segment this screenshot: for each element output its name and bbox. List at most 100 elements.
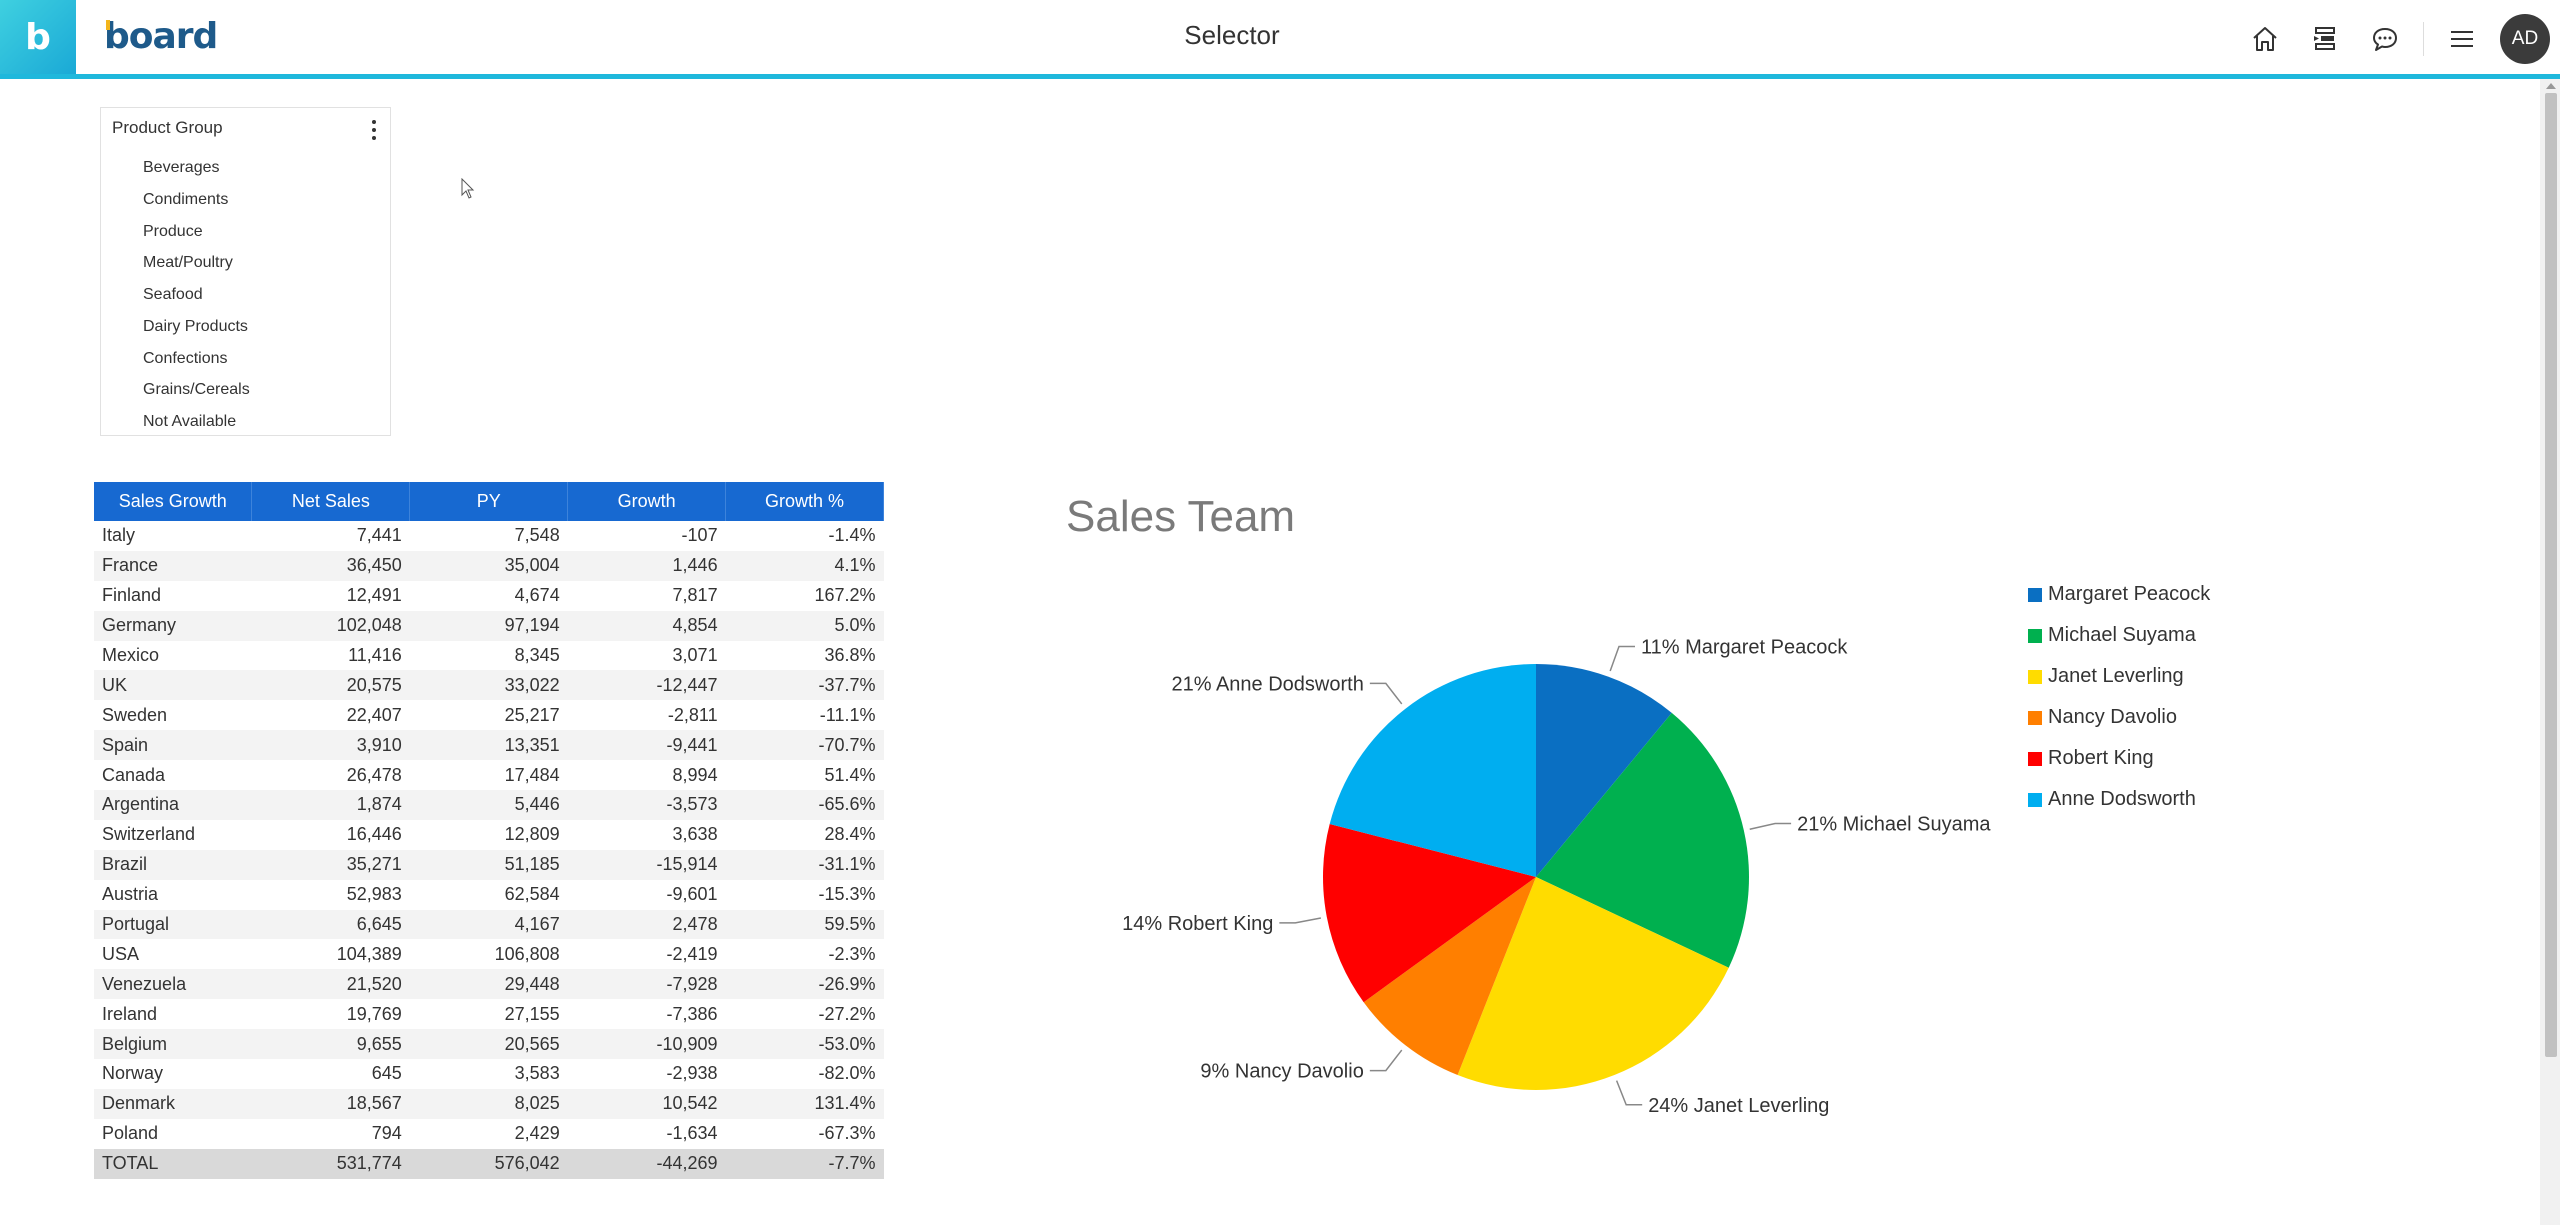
row-label-cell: Brazil: [94, 849, 252, 880]
value-cell: -1,634: [666, 1123, 718, 1144]
selector-item[interactable]: Not Available: [143, 413, 237, 430]
product-group-selector: Product Group Beverages Condiments Produce…: [100, 107, 391, 436]
row-label-cell: Argentina: [94, 790, 252, 820]
legend-item[interactable]: Nancy Davolio: [2028, 697, 2210, 738]
value-cell: 104,389: [336, 943, 402, 964]
legend-label: Robert King: [2048, 747, 2154, 769]
selector-item[interactable]: Beverages: [143, 159, 220, 176]
value-cell: 3,910: [251, 730, 410, 761]
value-cell: -9,441: [567, 730, 726, 761]
value-cell: 35,004: [409, 550, 568, 581]
pie-slice[interactable]: [1457, 877, 1729, 1090]
pie-slice[interactable]: [1536, 712, 1749, 968]
slice-label: 24% Janet Leverling: [1648, 1095, 1829, 1117]
table-row: Denmark 18,567 8,025 10,542 131.4%: [94, 1088, 884, 1119]
column-header[interactable]: Growth: [567, 482, 727, 521]
value-cell: 794: [371, 1123, 402, 1144]
value-cell: 28.4%: [824, 824, 876, 845]
comments-button[interactable]: [2355, 14, 2415, 64]
value-cell: -7,386: [666, 1003, 718, 1024]
value-cell: 3,638: [672, 824, 718, 845]
value-cell: 2,478: [567, 909, 726, 940]
value-cell: 10,542: [567, 1088, 726, 1119]
layout-button[interactable]: [2295, 14, 2355, 64]
value-cell: 5.0%: [725, 610, 884, 641]
pie-slice[interactable]: [1323, 824, 1536, 1003]
value-cell: -37.7%: [725, 670, 884, 701]
value-cell: 35,271: [251, 849, 410, 880]
value-cell: -107: [681, 525, 718, 546]
value-cell: -82.0%: [818, 1063, 876, 1084]
selector-item[interactable]: Condiments: [143, 190, 229, 208]
table-row: Norway 645 3,583 -2,938 -82.0%: [94, 1059, 884, 1089]
table-row: Switzerland 16,446 12,809 3,638 28.4%: [94, 820, 884, 850]
value-cell: 1,874: [251, 790, 410, 820]
value-cell: -2.3%: [828, 943, 876, 964]
legend-item[interactable]: Anne Dodsworth: [2028, 779, 2210, 820]
selector-item[interactable]: Dairy Products: [143, 317, 248, 335]
value-cell: 21,520: [251, 969, 410, 1000]
chat-icon: [2373, 28, 2397, 51]
selector-item[interactable]: Meat/Poultry: [143, 254, 233, 272]
value-cell: 97,194: [409, 610, 568, 641]
table-row: UK 20,575 33,022 -12,447 -37.7%: [94, 670, 884, 701]
selector-item[interactable]: Seafood: [143, 286, 203, 303]
value-cell: 4.1%: [725, 550, 884, 581]
pie-slice[interactable]: [1329, 664, 1536, 877]
legend-item[interactable]: Margaret Peacock: [2028, 574, 2210, 615]
value-cell: 33,022: [409, 670, 568, 701]
row-label-cell: Italy: [102, 525, 136, 546]
selector-item[interactable]: Grains/Cereals: [143, 381, 250, 399]
value-cell: 26,478: [346, 764, 402, 785]
legend-item[interactable]: Michael Suyama: [2028, 615, 2210, 656]
slice-leader-line: [1615, 1080, 1643, 1106]
value-cell: -11.1%: [819, 704, 876, 725]
value-cell: -26.9%: [725, 969, 884, 1000]
value-cell: 20,575: [251, 670, 410, 701]
value-cell: 12,809: [504, 824, 560, 845]
main-menu-button[interactable]: [2432, 14, 2492, 64]
row-label-cell: Germany: [94, 610, 252, 641]
layout-icon: [2314, 27, 2335, 50]
legend-label: Nancy Davolio: [2048, 706, 2177, 728]
table-row: France 36,450 35,004 1,446 4.1%: [94, 550, 884, 581]
value-cell: -12,447: [567, 670, 726, 701]
selector-item[interactable]: Confections: [143, 349, 228, 367]
row-label-cell: France: [94, 550, 252, 581]
legend-item[interactable]: Robert King: [2028, 738, 2210, 779]
value-cell: -15,914: [567, 849, 726, 880]
row-label-cell: Spain: [94, 730, 252, 761]
pie-slice[interactable]: [1536, 664, 1672, 877]
legend-label: Anne Dodsworth: [2048, 788, 2196, 810]
column-header[interactable]: Net Sales: [251, 482, 411, 521]
brand-logo[interactable]: board: [104, 16, 218, 60]
user-avatar[interactable]: AD: [2500, 14, 2550, 64]
pie-slice[interactable]: [1363, 877, 1536, 1076]
legend-label: Michael Suyama: [2048, 624, 2196, 646]
page-scrollbar[interactable]: [2540, 79, 2560, 1225]
row-label-cell: Finland: [102, 585, 162, 606]
legend-item[interactable]: Janet Leverling: [2028, 656, 2210, 697]
slice-label: 14% Robert King: [1122, 913, 1273, 935]
home-button[interactable]: [2235, 14, 2295, 64]
page-title: Selector: [1184, 20, 1280, 50]
header-divider: [2423, 22, 2424, 56]
row-label-cell: Canada: [102, 764, 166, 785]
column-header[interactable]: PY: [409, 482, 569, 521]
selector-item[interactable]: Produce: [143, 222, 203, 240]
app-launcher-button[interactable]: b: [0, 0, 76, 74]
row-label-cell: Venezuela: [94, 969, 252, 1000]
scrollbar-thumb[interactable]: [2545, 93, 2557, 1057]
table-row: USA 104,389 106,808 -2,419 -2.3%: [94, 939, 884, 969]
selector-more-button[interactable]: [370, 120, 378, 140]
value-cell: 51.4%: [824, 764, 876, 785]
value-cell: 5,446: [409, 790, 568, 820]
column-header[interactable]: Sales Growth: [94, 482, 253, 521]
row-label-cell: UK: [94, 670, 252, 701]
slice-label: 11% Margaret Peacock: [1641, 636, 1848, 658]
app-badge-label: b: [25, 16, 51, 58]
value-cell: -1.4%: [828, 525, 876, 546]
column-header[interactable]: Growth %: [725, 482, 884, 521]
scroll-up-icon[interactable]: [2546, 83, 2556, 89]
slice-label: 21% Anne Dodsworth: [1171, 673, 1363, 695]
